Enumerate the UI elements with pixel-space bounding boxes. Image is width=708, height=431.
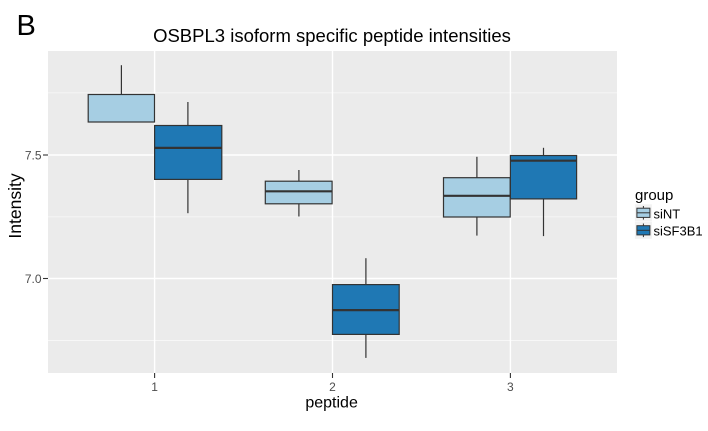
svg-text:2: 2 xyxy=(329,380,336,394)
svg-text:3: 3 xyxy=(507,380,514,394)
svg-text:siSF3B1: siSF3B1 xyxy=(654,224,703,239)
svg-text:group: group xyxy=(635,187,673,204)
svg-text:7.0: 7.0 xyxy=(25,272,42,286)
svg-text:1: 1 xyxy=(151,380,158,394)
svg-text:siNT: siNT xyxy=(654,207,681,222)
svg-text:Intensity: Intensity xyxy=(5,173,25,238)
svg-text:OSBPL3 isoform specific peptid: OSBPL3 isoform specific peptide intensit… xyxy=(153,25,511,46)
svg-text:peptide: peptide xyxy=(305,395,358,412)
svg-text:7.5: 7.5 xyxy=(25,149,42,163)
svg-text:B: B xyxy=(17,10,36,42)
